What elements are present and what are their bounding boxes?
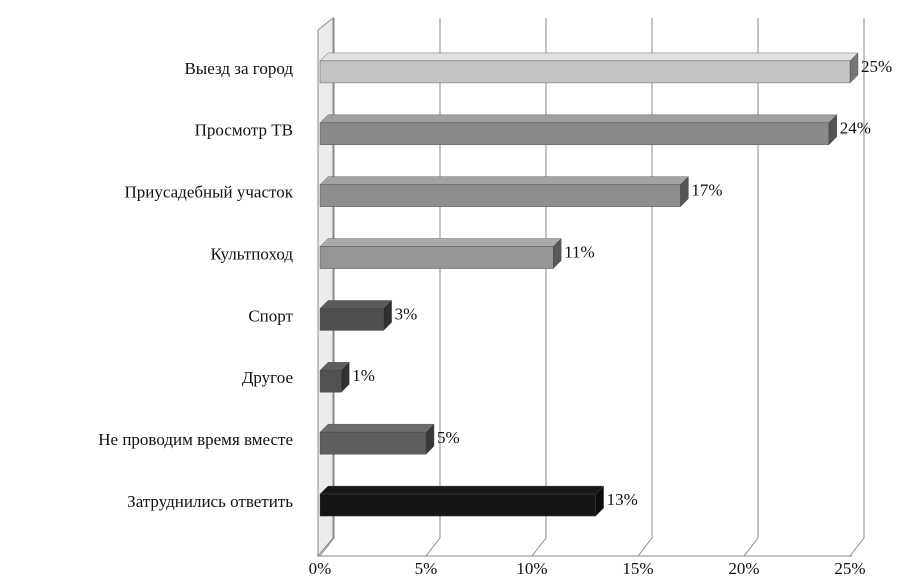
x-tick-label: 5%	[415, 559, 438, 577]
bar	[319, 184, 681, 207]
bar-top	[319, 300, 393, 309]
category-label: Культпоход	[210, 244, 293, 263]
value-label: 25%	[861, 57, 892, 76]
category-label: Просмотр ТВ	[195, 121, 293, 140]
bar	[319, 122, 829, 146]
grid-line	[531, 18, 547, 557]
bar	[319, 60, 851, 84]
value-label: 11%	[564, 242, 595, 261]
bar-top	[319, 176, 689, 185]
bar	[319, 431, 427, 455]
value-label: 3%	[395, 304, 418, 323]
x-tick-label: 0%	[309, 559, 332, 577]
bar	[319, 246, 554, 269]
value-label: 17%	[691, 181, 722, 200]
bar-top	[319, 238, 562, 247]
category-label: Приусадебный участок	[125, 183, 294, 202]
bar	[319, 308, 384, 331]
x-tick-label: 15%	[622, 559, 653, 577]
grid-line	[637, 18, 653, 557]
value-label: 24%	[840, 119, 871, 138]
bar-top	[319, 114, 838, 124]
bar-top	[319, 485, 605, 495]
grid-line	[425, 18, 441, 557]
bar-top	[319, 423, 435, 433]
bar	[319, 493, 596, 517]
category-label: Выезд за город	[184, 59, 293, 78]
value-label: 13%	[607, 490, 638, 509]
bar	[319, 370, 342, 393]
value-label: 1%	[352, 366, 375, 385]
category-label: Не проводим время вместе	[98, 430, 293, 449]
category-label: Затруднились ответить	[127, 492, 293, 511]
grid-line	[743, 18, 759, 557]
category-label: Другое	[242, 368, 293, 387]
x-tick-label: 20%	[728, 559, 759, 577]
grid-line	[849, 18, 865, 557]
bar-top	[319, 52, 859, 62]
value-label: 5%	[437, 428, 460, 447]
side-wall	[317, 16, 334, 558]
x-tick-label: 10%	[516, 559, 547, 577]
category-label: Спорт	[248, 306, 293, 325]
x-tick-label: 25%	[834, 559, 865, 577]
